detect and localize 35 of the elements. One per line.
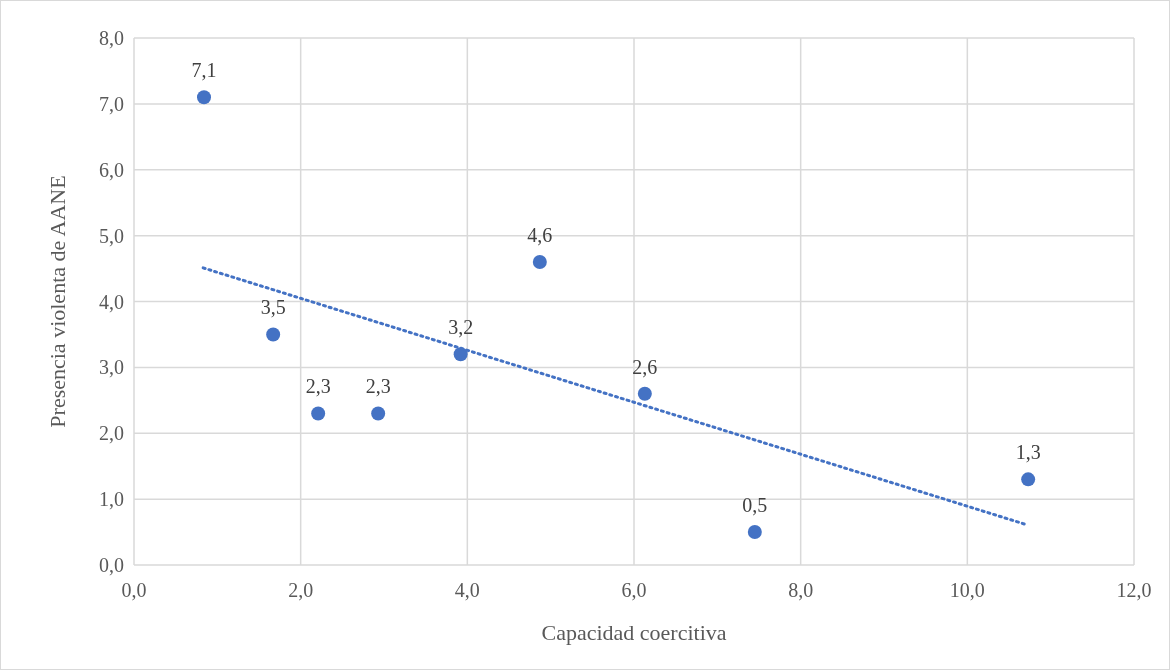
y-tick-label: 5,0: [99, 224, 124, 247]
point: [197, 90, 211, 105]
y-tick-label: 3,0: [99, 356, 124, 379]
y-tick-label: 1,0: [99, 488, 124, 511]
data-label: 3,5: [260, 296, 286, 319]
y-tick-label: 7,0: [99, 92, 124, 115]
data-label: 2,3: [365, 375, 391, 398]
y-tick-label: 2,0: [99, 422, 124, 445]
x-tick-label: 10,0: [949, 579, 985, 601]
data-label: 7,1: [191, 59, 217, 82]
y-tick-label: 0,0: [99, 554, 124, 576]
data-label: 0,5: [742, 494, 768, 517]
data-label: 4,6: [527, 223, 553, 246]
point: [1021, 472, 1036, 487]
point: [311, 406, 326, 421]
data-label: 2,3: [305, 375, 331, 398]
x-tick-label: 6,0: [621, 579, 647, 601]
point: [266, 327, 281, 342]
x-tick-label: 0,0: [121, 579, 147, 601]
data-label: 3,2: [448, 316, 474, 339]
point: [371, 406, 386, 421]
x-tick-label: 8,0: [788, 579, 814, 601]
x-tick-label: 2,0: [288, 579, 314, 601]
data-label: 2,6: [632, 355, 658, 378]
point: [637, 386, 652, 401]
y-tick-label: 8,0: [99, 27, 124, 49]
data-label: 1,3: [1015, 441, 1041, 464]
x-tick-label: 12,0: [1116, 579, 1152, 601]
x-axis-title: Capacidad coercitiva: [541, 620, 727, 645]
y-tick-label: 4,0: [99, 290, 124, 313]
y-axis-title: Presencia violenta de AANE: [45, 175, 70, 428]
point: [747, 525, 762, 540]
x-tick-label: 4,0: [454, 579, 480, 601]
point: [532, 254, 547, 269]
y-tick-label: 6,0: [99, 158, 124, 181]
